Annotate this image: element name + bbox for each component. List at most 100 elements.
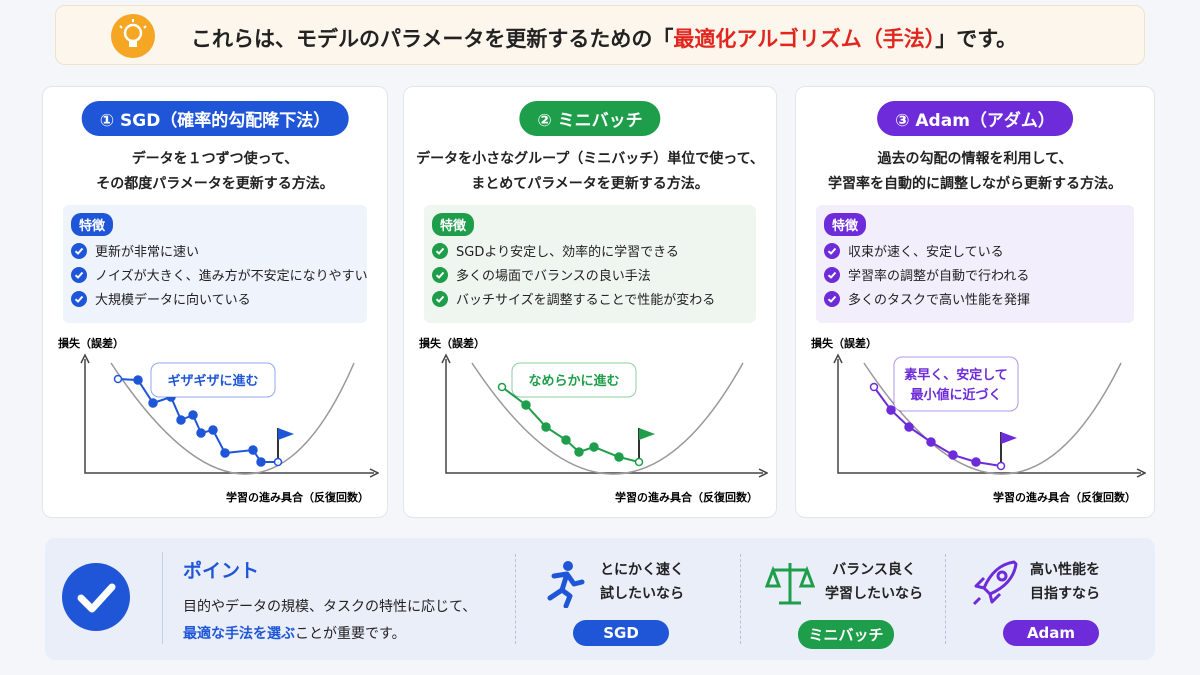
step-point	[574, 447, 584, 457]
step-point	[133, 375, 143, 385]
step-point	[176, 415, 186, 425]
rec-text: 高い性能を 目指すなら	[1030, 558, 1100, 606]
rec-line: 学習したいなら	[825, 586, 923, 602]
description-line: まとめてパラメータを更新する方法。	[471, 176, 709, 192]
banner-after: 」です。	[935, 27, 1018, 51]
arrows	[80, 353, 379, 478]
rec-line: バランス良く	[832, 562, 916, 578]
features-box: 特徴 SGDより安定し、効率的に学習できる 多くの場面でバランスの良い手法バッチサ…	[424, 205, 756, 323]
banner: これらは、モデルのパラメータを更新するための「最適化アルゴリズム（手法）」です。	[55, 5, 1145, 65]
step-point	[614, 452, 624, 462]
feature-text: ノイズが大きく、進み方が不安定になりやすい	[95, 269, 368, 284]
divider	[515, 554, 517, 644]
step-point	[256, 457, 266, 467]
bubble	[893, 356, 1019, 412]
feature-text: 多くの場面でバランスの良い手法	[456, 269, 651, 284]
bubble-text: なめらかに進む	[528, 373, 619, 389]
banner-text: これらは、モデルのパラメータを更新するための「最適化アルゴリズム（手法）」です。	[191, 23, 1017, 53]
rec-icon	[547, 561, 585, 608]
point-text: 目的やデータの規模、タスクの特性に応じて、 最適な手法を選ぶことが重要です。	[183, 594, 476, 648]
feature-item: ノイズが大きく、進み方が不安定になりやすい	[71, 265, 368, 284]
banner-highlight: 最適化アルゴリズム（手法）	[673, 27, 936, 51]
rec-line: 試したいなら	[600, 586, 684, 602]
feature-text: 更新が非常に速い	[95, 245, 200, 260]
rec-line: とにかく速く	[600, 562, 684, 578]
check	[824, 242, 840, 259]
description: 過去の勾配の情報を利用して、 学習率を自動的に調整しながら更新する方法。	[796, 147, 1154, 197]
step-point	[948, 450, 958, 460]
feature-item: 更新が非常に速い	[71, 241, 199, 260]
step-point	[497, 382, 507, 392]
point-line1: 目的やデータの規模、タスクの特性に応じて、	[183, 599, 477, 615]
feature-item: 収束が速く、安定している	[824, 241, 1004, 260]
bulb-icon	[111, 14, 155, 58]
step-point	[113, 374, 123, 384]
bubble-text: 最小値に近づく	[910, 387, 1001, 403]
axes	[837, 359, 1141, 474]
step-point	[904, 422, 914, 432]
rec-text: とにかく速く 試したいなら	[600, 558, 684, 606]
point-highlight: 最適な手法を選ぶ	[183, 626, 295, 642]
divider	[945, 554, 947, 644]
feature-text: SGDより安定し、効率的に学習できる	[456, 245, 679, 260]
check	[71, 290, 87, 307]
loss-chart: 損失（誤差） 学習の進み具合（反復回数） なめらかに進む	[419, 336, 768, 504]
divider	[740, 554, 742, 644]
description-line: その都度パラメータを更新する方法。	[96, 176, 334, 192]
check	[432, 266, 448, 283]
step-point	[521, 400, 531, 410]
bubble-text: ギザギザに進む	[167, 373, 258, 389]
flag	[1001, 432, 1017, 444]
description-line: データを小さなグループ（ミニバッチ）単位で使って、	[416, 151, 764, 167]
bubble	[150, 362, 276, 398]
arrows	[441, 353, 768, 478]
step-point	[971, 457, 981, 467]
loss-curve	[110, 362, 355, 475]
y-axis-label: 損失（誤差）	[811, 336, 877, 350]
point-title: ポイント	[183, 560, 260, 582]
feature-item: バッチサイズを調整することで性能が変わる	[432, 289, 715, 308]
step-point	[926, 437, 936, 447]
method-card: ③ Adam（アダム） 過去の勾配の情報を利用して、 学習率を自動的に調整しながら…	[795, 86, 1155, 518]
rec-line: 高い性能を	[1030, 562, 1100, 578]
axes	[84, 359, 374, 474]
feature-item: 多くのタスクで高い性能を発揮	[824, 289, 1030, 308]
check	[824, 266, 840, 283]
loss-chart: 損失（誤差） 学習の進み具合（反復回数） ギザギザに進む	[58, 336, 379, 504]
flag	[278, 428, 294, 440]
feature-label: 特徴	[432, 213, 475, 236]
feature-item: SGDより安定し、効率的に学習できる	[432, 241, 679, 260]
feature-item: 大規模データに向いている	[71, 289, 251, 308]
rec-tag: SGD	[573, 620, 669, 646]
step-point	[561, 435, 571, 445]
check	[71, 266, 87, 283]
step-point	[869, 382, 879, 392]
flag	[639, 428, 655, 440]
step-point	[886, 405, 896, 415]
feature-item: 学習率の調整が自動で行われる	[824, 265, 1029, 284]
method-card: ② ミニバッチ データを小さなグループ（ミニバッチ）単位で使って、 まとめてパラメ…	[403, 86, 777, 518]
description: データを小さなグループ（ミニバッチ）単位で使って、 まとめてパラメータを更新する方…	[404, 147, 776, 197]
rec-icon	[765, 563, 815, 605]
point-line2: ことが重要です。	[295, 626, 406, 642]
y-axis-label: 損失（誤差）	[58, 336, 124, 350]
description-line: 学習率を自動的に調整しながら更新する方法。	[828, 176, 1122, 192]
point-panel: ポイント 目的やデータの規模、タスクの特性に応じて、 最適な手法を選ぶことが重要で…	[45, 538, 1155, 660]
step-point	[996, 461, 1006, 471]
check	[71, 242, 87, 259]
step-point	[273, 457, 283, 467]
rec-tag: Adam	[1003, 620, 1099, 646]
feature-item: 多くの場面でバランスの良い手法	[432, 265, 651, 284]
loss-curve	[471, 362, 744, 475]
feature-text: 収束が速く、安定している	[848, 245, 1004, 260]
axes	[445, 359, 763, 474]
x-axis-label: 学習の進み具合（反復回数）	[615, 490, 758, 504]
arrows	[833, 353, 1146, 478]
method-card: ① SGD（確率的勾配降下法） データを１つずつ使って、 その都度パラメータを更新…	[42, 86, 388, 518]
method-badge: ③ Adam（アダム）	[877, 101, 1073, 136]
rec-text: バランス良く 学習したいなら	[825, 558, 923, 606]
feature-text: 学習率の調整が自動で行われる	[848, 269, 1030, 284]
path-line	[501, 386, 640, 463]
